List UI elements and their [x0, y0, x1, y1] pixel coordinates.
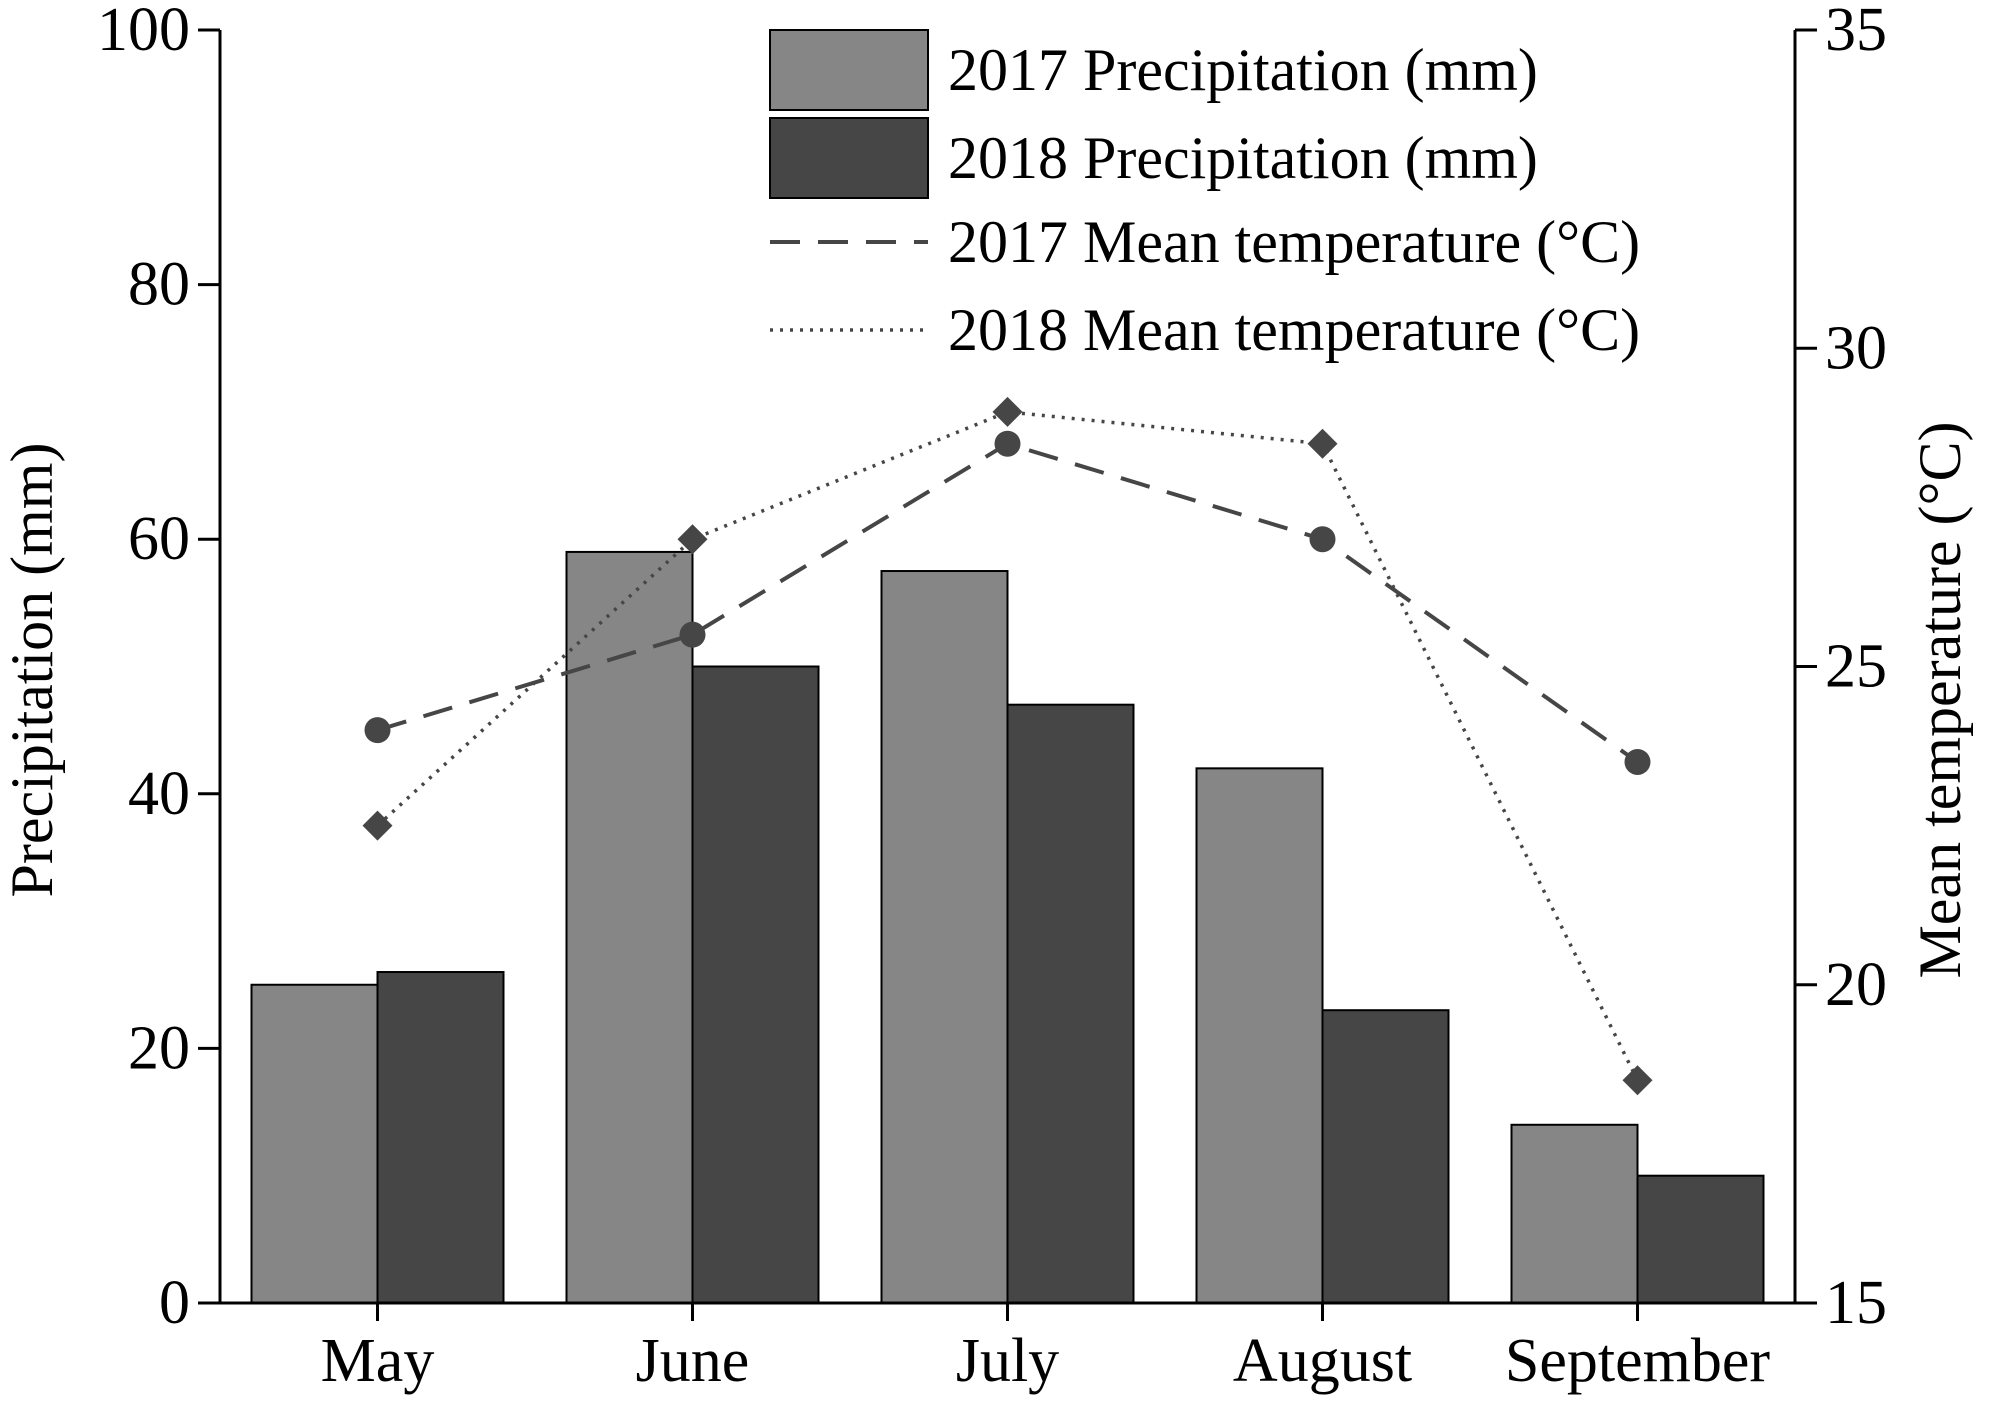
y-tick-label: 100 — [97, 0, 190, 64]
x-tick-label: June — [636, 1327, 750, 1395]
temp-point-2-september — [1622, 1065, 1653, 1096]
y2-axis-title: Mean temperature (°C) — [1907, 421, 1973, 978]
y-axis-title: Precipitation (mm) — [0, 443, 65, 898]
y-tick-label: 80 — [128, 251, 190, 319]
legend: 2017 Precipitation (mm) 2018 Precipitatio… — [769, 29, 1640, 363]
bar-2-may — [376, 971, 505, 1305]
legend-label-3: 2017 Mean temperature (°C) — [948, 209, 1640, 275]
y2-tick-label: 35 — [1825, 0, 1887, 64]
y2-tick-label: 20 — [1825, 951, 1887, 1019]
x-tick-label: July — [956, 1327, 1059, 1395]
bar-2-june — [691, 665, 820, 1304]
x-tick-label: May — [321, 1327, 435, 1395]
bars-layer — [250, 550, 1765, 1305]
legend-label-2: 2018 Precipitation (mm) — [948, 125, 1538, 191]
temp-point-2-june — [677, 524, 708, 555]
bar-2-august — [1321, 1009, 1450, 1305]
temp-point-1-june — [679, 621, 706, 648]
bar-1-august — [1195, 767, 1324, 1304]
legend-label-4: 2018 Mean temperature (°C) — [948, 297, 1640, 363]
y-tick-label: 40 — [128, 760, 190, 828]
temp-point-2-august — [1307, 428, 1338, 459]
bar-1-july — [880, 570, 1009, 1304]
y-tick-label: 0 — [159, 1269, 190, 1337]
temp-point-2-may — [362, 810, 393, 841]
bar-2-september — [1636, 1174, 1765, 1304]
temp-point-1-may — [364, 717, 391, 744]
temp-point-1-july — [994, 430, 1021, 457]
x-tick-label: September — [1505, 1327, 1770, 1395]
y2-tick-label: 15 — [1825, 1269, 1887, 1337]
y-tick-label: 60 — [128, 505, 190, 573]
bar-2-july — [1006, 703, 1135, 1304]
axes-layer: 0 20 40 60 80 100 15 20 25 30 35 May June July August S… — [97, 0, 1887, 1395]
x-tick-label: August — [1233, 1327, 1412, 1395]
temp-point-2-july — [992, 396, 1023, 427]
legend-swatch-2 — [769, 117, 929, 199]
bar-1-september — [1510, 1123, 1639, 1305]
temp-point-1-september — [1624, 748, 1651, 775]
bar-1-may — [250, 983, 379, 1304]
lines-layer — [362, 396, 1653, 1096]
temp-point-1-august — [1309, 526, 1336, 553]
bar-1-june — [565, 550, 694, 1304]
y2-tick-label: 25 — [1825, 633, 1887, 701]
y-tick-label: 20 — [128, 1014, 190, 1082]
legend-label-1: 2017 Precipitation (mm) — [948, 37, 1538, 103]
legend-swatch-1 — [769, 29, 929, 111]
y2-tick-label: 30 — [1825, 314, 1887, 382]
